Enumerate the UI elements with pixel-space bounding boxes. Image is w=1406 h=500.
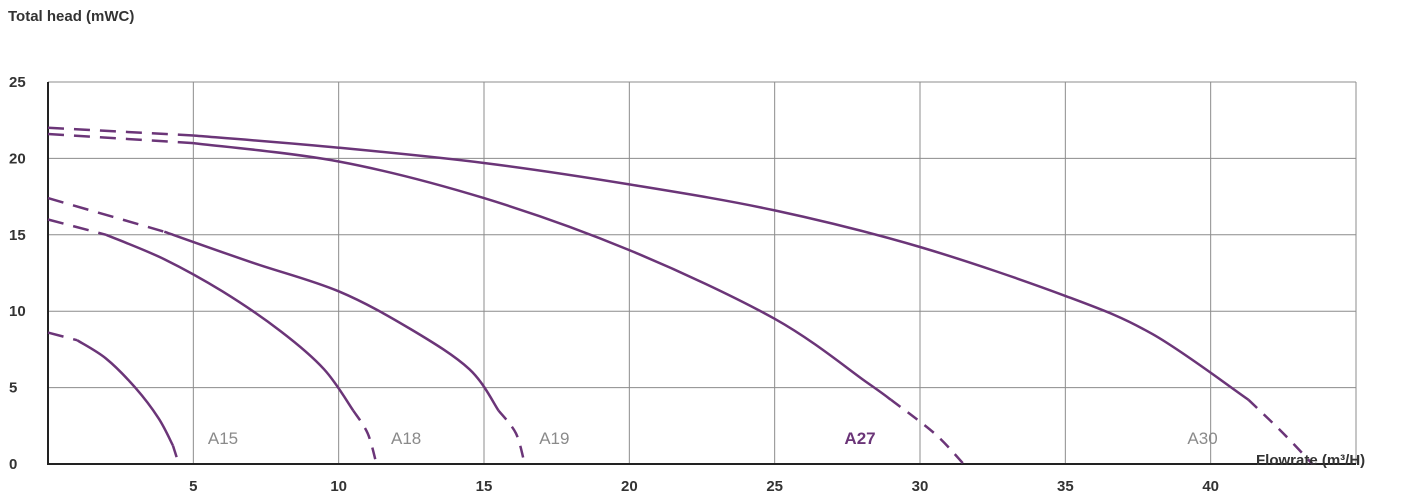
curve-dashed-end (497, 409, 526, 465)
curve-a18 (47, 218, 378, 465)
curve-dashed-end (171, 445, 180, 465)
grid (48, 81, 1357, 464)
curve-label-a15: A15 (208, 429, 238, 448)
curve-label-a18: A18 (391, 429, 421, 448)
curve-dashed-start (47, 218, 107, 237)
curve-solid (163, 230, 500, 412)
curve-solid (105, 233, 355, 412)
y-tick-label: 15 (9, 227, 26, 244)
curve-a27 (47, 132, 965, 465)
curve-dashed-start (47, 126, 194, 137)
curve-solid (193, 134, 1250, 401)
curve-dashed-start (47, 331, 78, 342)
curve-dashed-start (47, 132, 194, 145)
curve-label-a27: A27 (844, 429, 875, 448)
x-tick-label: 30 (912, 478, 929, 495)
y-tick-label: 20 (9, 150, 26, 167)
y-axis-title: Total head (mWC) (8, 8, 134, 25)
x-tick-label: 35 (1057, 478, 1074, 495)
y-tick-label: 5 (9, 380, 17, 397)
curve-label-a30: A30 (1187, 429, 1217, 448)
x-tick-label: 40 (1202, 478, 1219, 495)
curve-dashed-end (352, 409, 378, 465)
curve-labels: A15 A18 A19 A27 A30 (208, 429, 1218, 448)
curve-dashed-end (890, 398, 965, 465)
curve-solid (76, 339, 175, 447)
pump-curves (47, 126, 1314, 465)
x-tick-label: 20 (621, 478, 638, 495)
y-tick-label: 10 (9, 303, 26, 320)
y-tick-label: 25 (9, 74, 26, 91)
x-tick-label: 15 (476, 478, 493, 495)
axes (47, 82, 1356, 465)
curve-dashed-end (1247, 398, 1314, 465)
curve-dashed-start (47, 196, 165, 233)
x-tick-label: 25 (766, 478, 783, 495)
tick-labels: 5 10 15 20 25 30 35 40 0 5 10 15 20 25 (9, 74, 1219, 495)
x-tick-label: 10 (330, 478, 347, 495)
curve-a15 (47, 331, 180, 465)
curve-a30 (47, 126, 1314, 465)
y-tick-label: 0 (9, 456, 17, 473)
x-axis-title: Flowrate (m³/H) (1256, 452, 1365, 469)
curve-a19 (47, 196, 526, 465)
curve-label-a19: A19 (539, 429, 569, 448)
x-tick-label: 5 (189, 478, 197, 495)
curve-solid (193, 141, 892, 401)
